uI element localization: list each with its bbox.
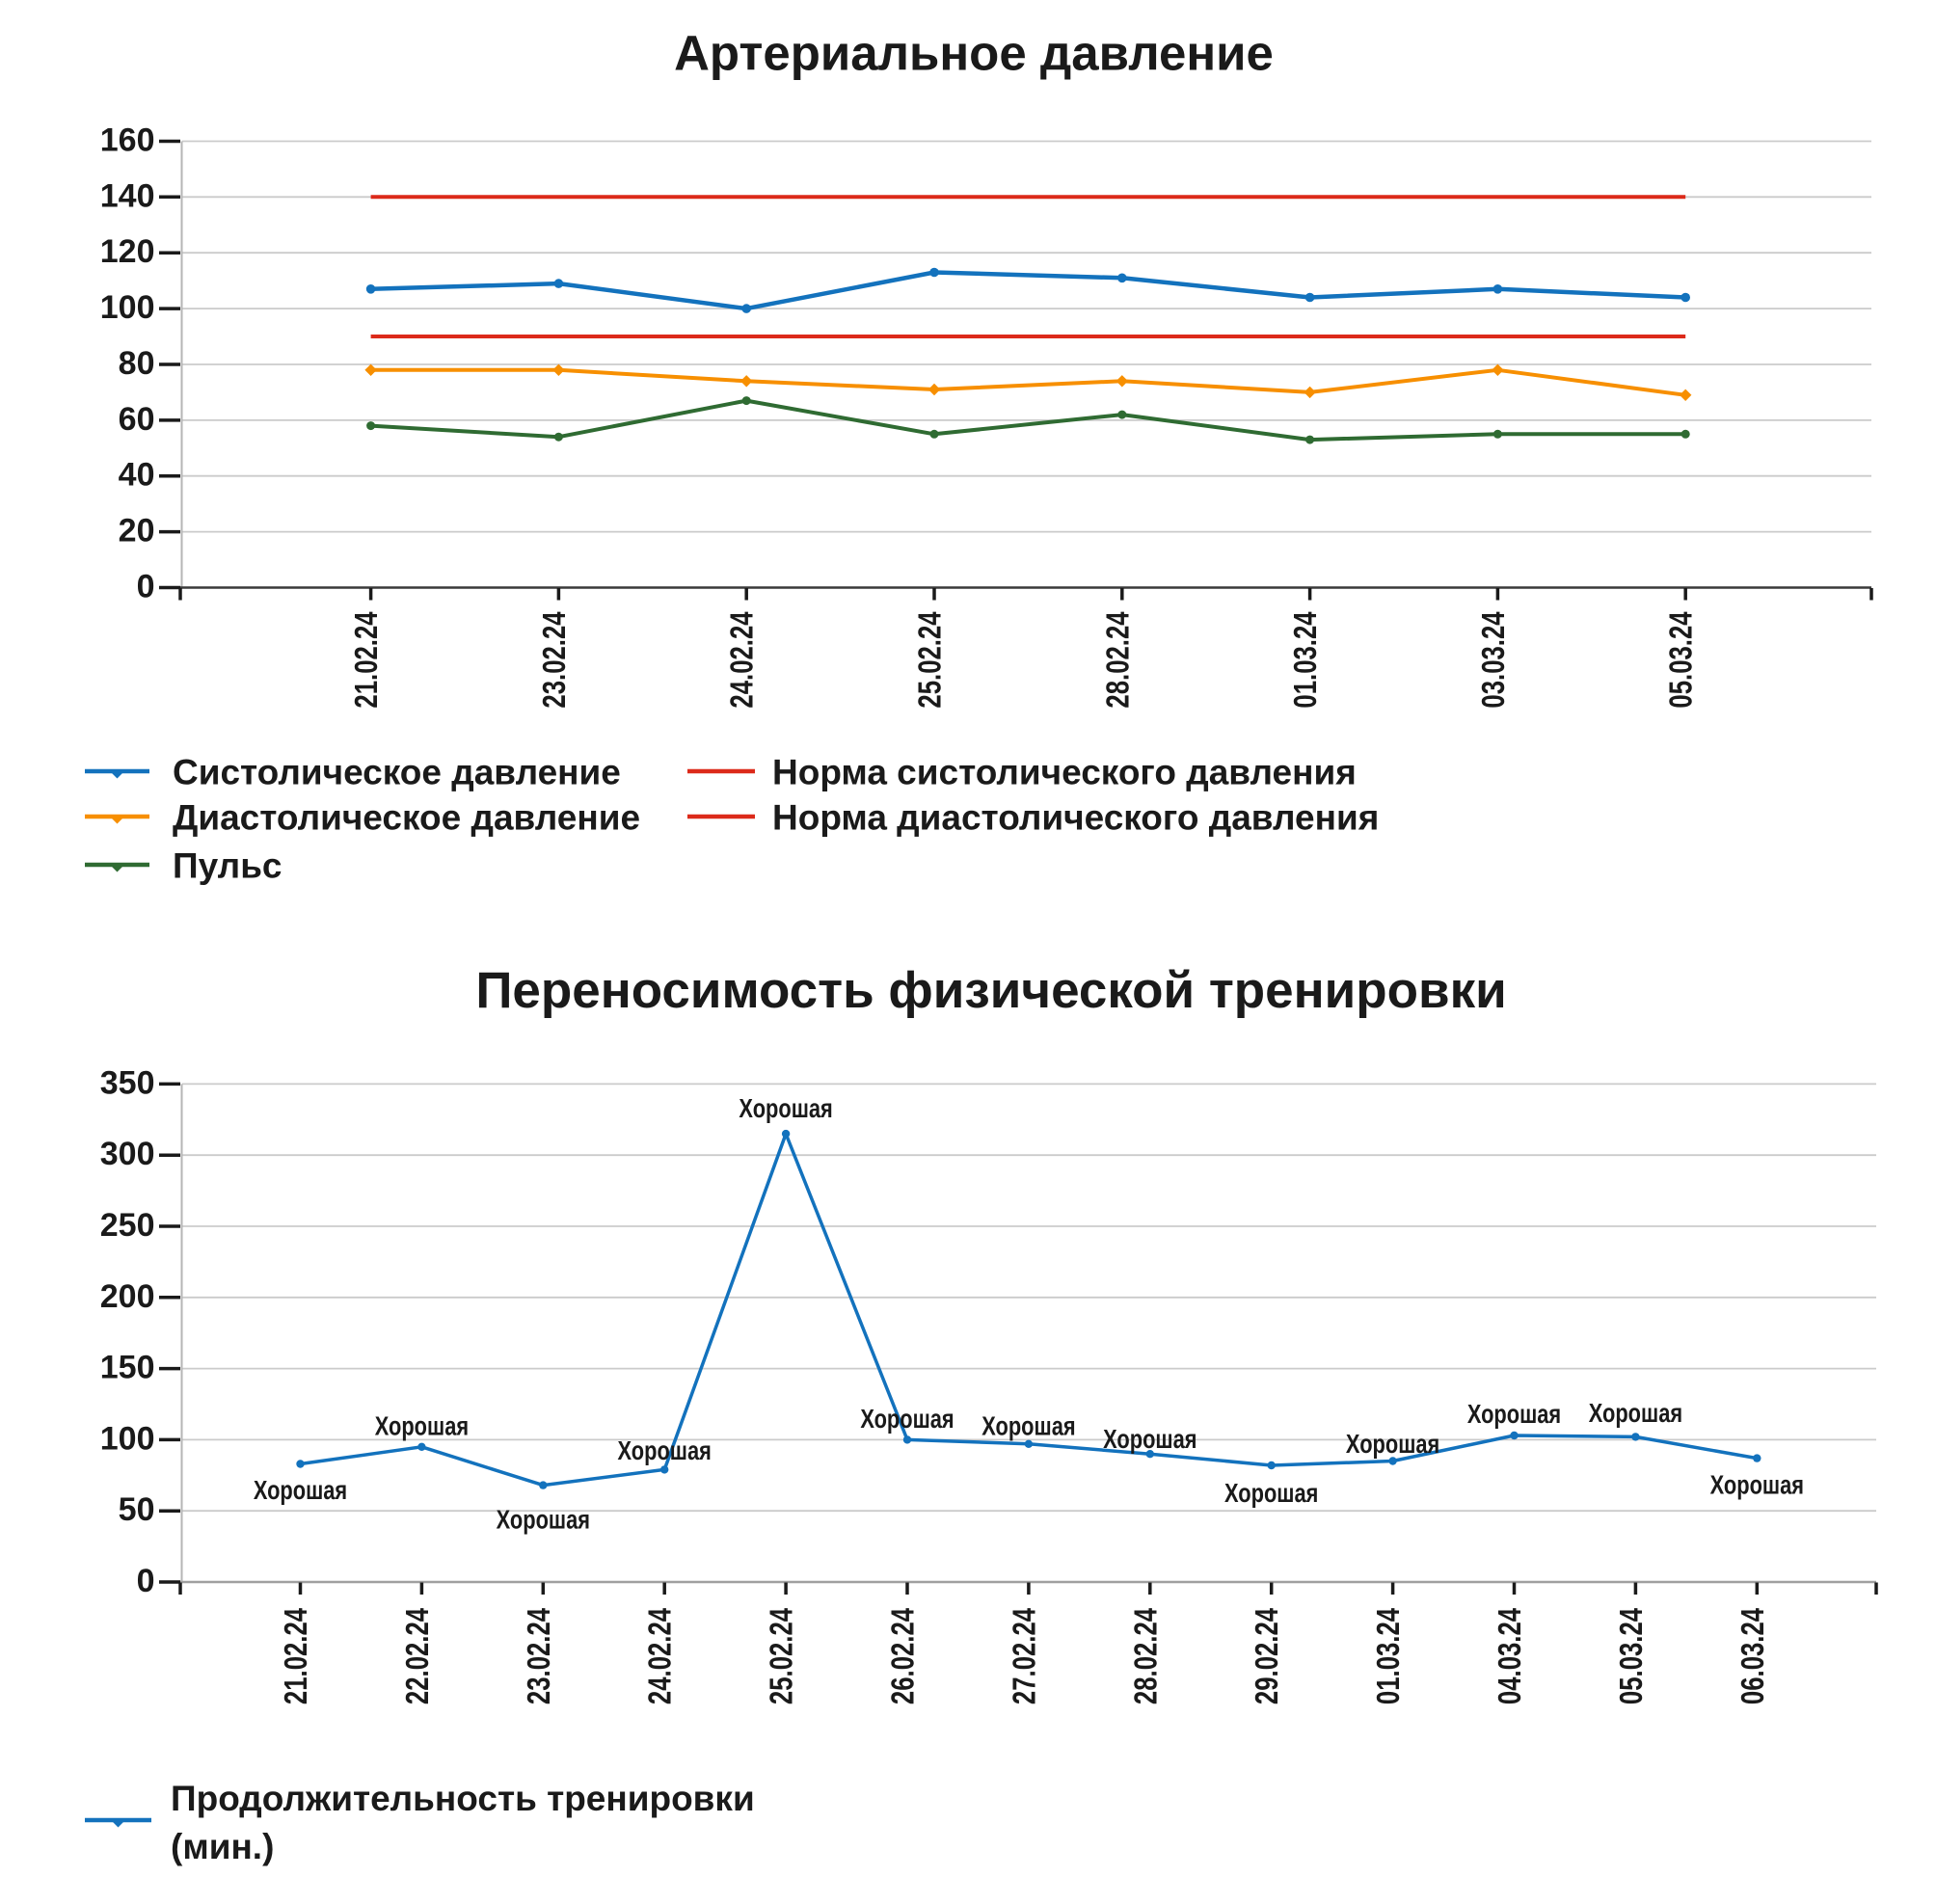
- svg-text:Хорошая: Хорошая: [1224, 1478, 1318, 1508]
- svg-text:Хорошая: Хорошая: [1103, 1424, 1197, 1454]
- svg-text:150: 150: [100, 1350, 155, 1386]
- svg-text:350: 350: [100, 1064, 155, 1101]
- svg-text:Хорошая: Хорошая: [254, 1476, 347, 1506]
- svg-text:25.02.24: 25.02.24: [913, 611, 949, 709]
- svg-text:40: 40: [119, 457, 155, 494]
- svg-text:Хорошая: Хорошая: [618, 1436, 712, 1466]
- svg-text:250: 250: [100, 1207, 155, 1244]
- svg-text:100: 100: [100, 1420, 155, 1457]
- svg-text:Хорошая: Хорошая: [1710, 1470, 1804, 1500]
- svg-text:05.03.24: 05.03.24: [1614, 1607, 1650, 1704]
- svg-text:Хорошая: Хорошая: [1589, 1399, 1682, 1429]
- svg-text:Продолжительность тренировки: Продолжительность тренировки: [171, 1779, 755, 1818]
- svg-text:03.03.24: 03.03.24: [1476, 611, 1512, 709]
- svg-text:(мин.): (мин.): [171, 1827, 274, 1866]
- svg-text:Хорошая: Хорошая: [981, 1411, 1075, 1441]
- svg-text:24.02.24: 24.02.24: [643, 1607, 679, 1704]
- svg-text:24.02.24: 24.02.24: [725, 611, 761, 709]
- svg-text:26.02.24: 26.02.24: [886, 1607, 922, 1704]
- svg-text:120: 120: [100, 233, 155, 270]
- svg-text:20: 20: [119, 513, 155, 550]
- svg-text:80: 80: [119, 345, 155, 382]
- svg-text:Хорошая: Хорошая: [860, 1405, 954, 1435]
- svg-text:Хорошая: Хорошая: [1467, 1399, 1561, 1429]
- svg-text:300: 300: [100, 1136, 155, 1172]
- svg-text:22.02.24: 22.02.24: [400, 1607, 436, 1704]
- svg-text:200: 200: [100, 1278, 155, 1315]
- svg-text:60: 60: [119, 401, 155, 438]
- svg-text:Хорошая: Хорошая: [497, 1505, 590, 1535]
- svg-text:28.02.24: 28.02.24: [1100, 611, 1136, 709]
- svg-text:06.03.24: 06.03.24: [1735, 1607, 1771, 1704]
- svg-text:140: 140: [100, 177, 155, 214]
- svg-text:Хорошая: Хорошая: [1346, 1430, 1439, 1460]
- svg-text:Хорошая: Хорошая: [375, 1411, 469, 1441]
- svg-text:Хорошая: Хорошая: [739, 1093, 832, 1123]
- svg-text:23.02.24: 23.02.24: [522, 1607, 557, 1704]
- svg-text:04.03.24: 04.03.24: [1492, 1607, 1528, 1704]
- svg-text:27.02.24: 27.02.24: [1007, 1607, 1042, 1704]
- svg-text:50: 50: [119, 1491, 155, 1528]
- svg-text:25.02.24: 25.02.24: [765, 1607, 800, 1704]
- svg-text:01.03.24: 01.03.24: [1288, 611, 1324, 709]
- svg-text:Норма диастолического давления: Норма диастолического давления: [772, 798, 1379, 838]
- svg-text:21.02.24: 21.02.24: [349, 611, 385, 709]
- svg-text:23.02.24: 23.02.24: [537, 611, 573, 709]
- svg-text:160: 160: [100, 122, 155, 159]
- svg-text:Систолическое давление: Систолическое давление: [173, 753, 621, 792]
- svg-text:28.02.24: 28.02.24: [1128, 1607, 1164, 1704]
- svg-text:100: 100: [100, 289, 155, 326]
- svg-text:0: 0: [137, 569, 155, 605]
- svg-text:21.02.24: 21.02.24: [279, 1607, 314, 1704]
- svg-text:Норма систолического давления: Норма систолического давления: [772, 753, 1357, 792]
- svg-text:01.03.24: 01.03.24: [1371, 1607, 1407, 1704]
- svg-text:Диастолическое давление: Диастолическое давление: [173, 798, 640, 838]
- svg-text:Артериальное давление: Артериальное давление: [674, 26, 1274, 81]
- svg-text:05.03.24: 05.03.24: [1664, 611, 1700, 709]
- svg-text:29.02.24: 29.02.24: [1250, 1607, 1285, 1704]
- svg-text:Пульс: Пульс: [173, 846, 282, 886]
- svg-text:Переносимость физической трени: Переносимость физической тренировки: [475, 962, 1506, 1019]
- svg-text:0: 0: [137, 1563, 155, 1599]
